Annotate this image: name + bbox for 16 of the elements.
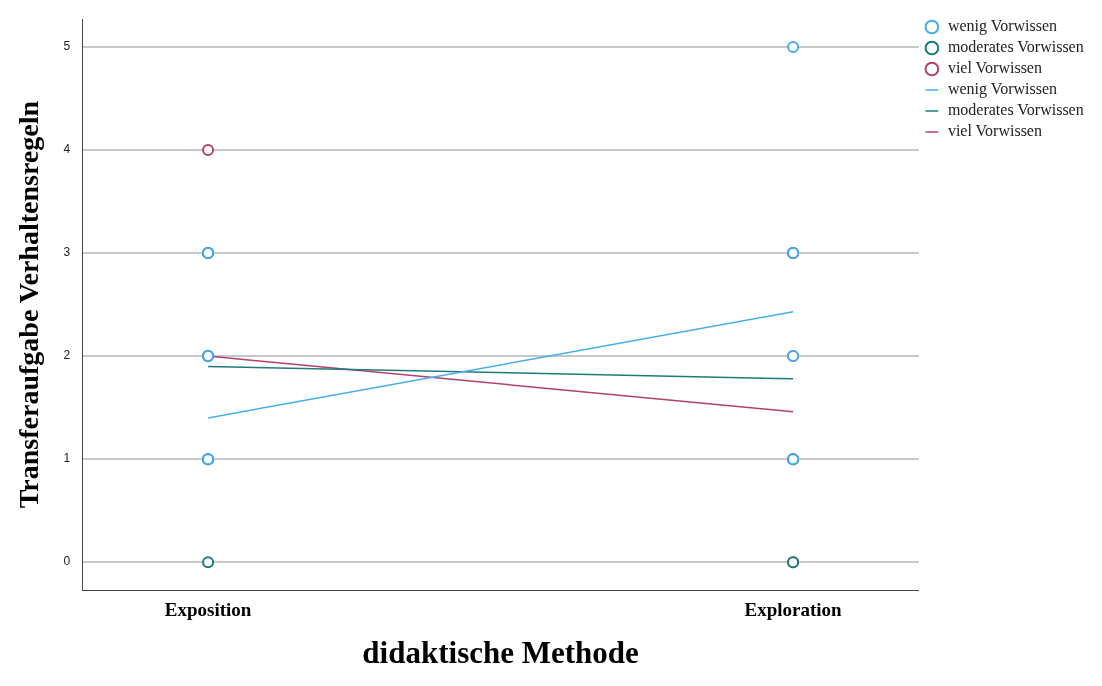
legend-label: moderates Vorwissen bbox=[947, 101, 1084, 119]
y-tick-label: 4 bbox=[63, 142, 71, 157]
y-axis-title: Transferaufgabe Verhaltensregeln bbox=[13, 100, 45, 509]
x-tick-label: Exploration bbox=[744, 599, 843, 621]
legend-label: viel Vorwissen bbox=[947, 59, 1042, 77]
x-axis-title: didaktische Methode bbox=[362, 635, 639, 671]
y-tick-label: 1 bbox=[63, 451, 71, 466]
y-tick-label: 2 bbox=[63, 348, 71, 363]
y-tick-label: 5 bbox=[63, 39, 71, 54]
y-tick-label: 3 bbox=[63, 245, 71, 260]
legend-label: moderates Vorwissen bbox=[947, 38, 1084, 56]
y-tick-label: 0 bbox=[63, 554, 71, 569]
legend-label: wenig Vorwissen bbox=[947, 80, 1058, 99]
x-tick-label: Exposition bbox=[164, 599, 252, 621]
legend-label: wenig Vorwissen bbox=[947, 17, 1058, 36]
legend-label: viel Vorwissen bbox=[947, 122, 1042, 140]
